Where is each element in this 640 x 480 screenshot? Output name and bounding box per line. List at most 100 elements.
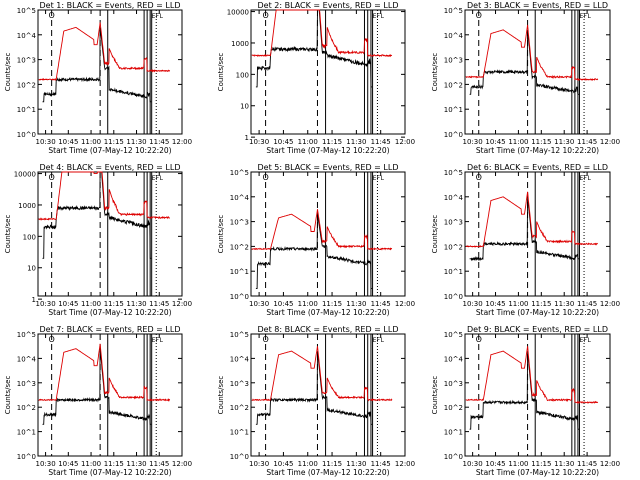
y-axis-label: Counts/sec: [4, 215, 12, 254]
y-tick-label: 10^5: [17, 7, 36, 15]
marker-label: F: [156, 175, 160, 182]
panel-title: Det 8: BLACK = Events, RED = LLD: [258, 325, 399, 334]
marker-label: F: [583, 13, 587, 20]
marker-label: E: [373, 337, 377, 344]
x-axis-label: Start Time (07-May-12 10:22:20): [48, 468, 171, 477]
panel-det-3: Det 3: BLACK = Events, RED = LLD Counts/s…: [431, 1, 620, 155]
y-tick-label: 10^4: [17, 32, 37, 40]
y-tick-label: 10^4: [17, 355, 37, 363]
x-tick-label: 12:00: [395, 138, 415, 146]
x-tick-label: 10:30: [463, 138, 483, 146]
y-tick-label: 10^0: [230, 453, 249, 461]
marker-label: L: [587, 175, 591, 182]
panel-title: Det 7: BLACK = Events, RED = LLD: [40, 325, 181, 334]
marker-label: O: [48, 11, 54, 20]
x-tick-label: 10:45: [273, 300, 293, 308]
y-tick-label: 10^5: [17, 331, 36, 339]
x-tick-label: 11:15: [322, 138, 342, 146]
x-tick-label: 11:45: [371, 300, 391, 308]
marker-label: E: [373, 13, 377, 20]
y-tick-label: 10^0: [444, 453, 463, 461]
marker-label: O: [48, 335, 54, 344]
x-tick-label: 11:30: [126, 138, 146, 146]
y-tick-label: 10^3: [17, 380, 36, 388]
x-axis-label: Start Time (07-May-12 10:22:20): [266, 468, 389, 477]
y-tick-label: 10^4: [444, 32, 464, 40]
y-tick-label: 10^2: [230, 404, 249, 412]
y-tick-label: 10^3: [444, 57, 463, 65]
x-tick-label: 11:15: [322, 300, 342, 308]
x-tick-label: 11:15: [104, 460, 124, 468]
x-tick-label: 11:30: [554, 300, 574, 308]
events-series-line: [469, 351, 580, 430]
x-tick-label: 11:45: [371, 138, 391, 146]
x-tick-label: 11:15: [531, 138, 551, 146]
panel-det-1: Det 1: BLACK = Events, RED = LLD Counts/s…: [4, 1, 192, 155]
x-tick-label: 11:15: [104, 138, 124, 146]
x-tick-label: 11:00: [298, 300, 318, 308]
marker-label: E: [152, 337, 156, 344]
y-axis-label: Counts/sec: [217, 215, 225, 254]
marker-label: F: [156, 13, 160, 20]
x-tick-label: 11:45: [577, 138, 597, 146]
x-axis-label: Start Time (07-May-12 10:22:20): [266, 308, 389, 317]
x-tick-label: 11:45: [149, 460, 169, 468]
y-tick-label: 10^1: [444, 268, 463, 276]
marker-label: F: [583, 337, 587, 344]
plot-frame: [464, 171, 611, 297]
x-tick-label: 10:30: [35, 138, 55, 146]
y-tick-label: 10^3: [444, 219, 463, 227]
events-series-line: [42, 27, 152, 103]
events-series-line: [469, 29, 580, 95]
y-tick-label: 10000: [14, 171, 36, 179]
x-tick-label: 11:15: [531, 300, 551, 308]
panel-det-6: Det 6: BLACK = Events, RED = LLD Counts/s…: [431, 163, 620, 317]
x-tick-label: 12:00: [600, 138, 620, 146]
x-tick-label: 11:00: [298, 138, 318, 146]
plot-frame: [250, 9, 406, 135]
y-axis-label: Counts/sec: [217, 376, 225, 415]
y-tick-label: 10^0: [230, 293, 249, 301]
y-tick-label: 10^0: [444, 131, 463, 139]
events-series-line: [469, 196, 580, 262]
x-tick-label: 11:30: [346, 300, 366, 308]
marker-label: F: [377, 175, 381, 182]
x-tick-label: 12:00: [600, 300, 620, 308]
y-tick-label: 10^0: [444, 293, 463, 301]
y-tick-label: 10^1: [444, 106, 463, 114]
panel-title: Det 2: BLACK = Events, RED = LLD: [258, 1, 399, 10]
events-series-line: [255, 351, 373, 425]
x-tick-label: 10:45: [58, 138, 78, 146]
y-axis-label: Counts/sec: [4, 53, 12, 92]
y-tick-label: 10^2: [444, 81, 463, 89]
events-series-line: [255, 214, 373, 290]
panel-title: Det 5: BLACK = Events, RED = LLD: [258, 163, 399, 172]
x-tick-label: 10:30: [249, 138, 269, 146]
y-tick-label: 10^5: [444, 169, 463, 177]
y-tick-label: 10^2: [230, 243, 249, 251]
panel-det-7: Det 7: BLACK = Events, RED = LLD Counts/s…: [4, 325, 192, 477]
y-axis-label: Counts/sec: [431, 376, 439, 415]
x-tick-label: 11:15: [322, 460, 342, 468]
x-tick-label: 11:00: [81, 300, 101, 308]
panel-det-4: Det 4: BLACK = Events, RED = LLD Counts/s…: [4, 163, 192, 317]
panel-title: Det 9: BLACK = Events, RED = LLD: [467, 325, 608, 334]
x-tick-label: 11:30: [554, 460, 574, 468]
panel-det-9: Det 9: BLACK = Events, RED = LLD Counts/s…: [431, 325, 620, 477]
panel-title: Det 6: BLACK = Events, RED = LLD: [467, 163, 608, 172]
lld-series-line: [465, 24, 599, 82]
panel-det-2: Det 2: BLACK = Events, RED = LLD Counts/s…: [217, 1, 415, 155]
x-tick-label: 10:30: [35, 300, 55, 308]
y-tick-label: 10^1: [17, 429, 36, 437]
lld-series-line: [251, 9, 393, 58]
x-axis-label: Start Time (07-May-12 10:22:20): [476, 146, 599, 155]
marker-label: L: [160, 175, 164, 182]
marker-label: E: [152, 13, 156, 20]
x-tick-label: 10:45: [58, 460, 78, 468]
panel-title: Det 3: BLACK = Events, RED = LLD: [467, 1, 608, 10]
x-tick-label: 11:30: [126, 300, 146, 308]
x-axis-label: Start Time (07-May-12 10:22:20): [266, 146, 389, 155]
x-axis-label: Start Time (07-May-12 10:22:20): [476, 468, 599, 477]
x-tick-label: 11:15: [104, 300, 124, 308]
y-tick-label: 1: [245, 134, 249, 142]
